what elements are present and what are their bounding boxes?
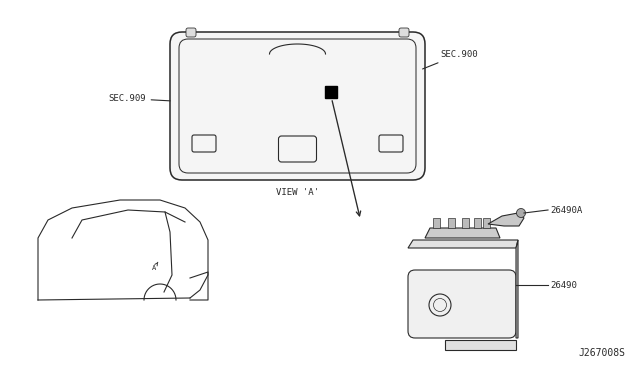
- Circle shape: [516, 208, 525, 218]
- FancyBboxPatch shape: [408, 270, 516, 338]
- Polygon shape: [433, 218, 440, 228]
- Polygon shape: [425, 228, 500, 238]
- Polygon shape: [488, 213, 524, 226]
- Text: SEC.900: SEC.900: [422, 50, 477, 69]
- Text: VIEW 'A': VIEW 'A': [276, 188, 319, 197]
- Polygon shape: [448, 218, 455, 228]
- Polygon shape: [474, 218, 481, 228]
- Polygon shape: [462, 218, 469, 228]
- Text: SEC.909: SEC.909: [108, 94, 170, 103]
- FancyBboxPatch shape: [399, 28, 409, 37]
- Text: J267008S: J267008S: [578, 348, 625, 358]
- Bar: [326, 86, 337, 98]
- Text: A: A: [152, 262, 158, 271]
- Text: 26490A: 26490A: [550, 205, 582, 215]
- Text: 26490: 26490: [550, 280, 577, 289]
- Polygon shape: [445, 340, 516, 350]
- FancyBboxPatch shape: [186, 28, 196, 37]
- FancyBboxPatch shape: [170, 32, 425, 180]
- Polygon shape: [483, 218, 490, 228]
- Polygon shape: [516, 240, 518, 338]
- Polygon shape: [408, 240, 518, 248]
